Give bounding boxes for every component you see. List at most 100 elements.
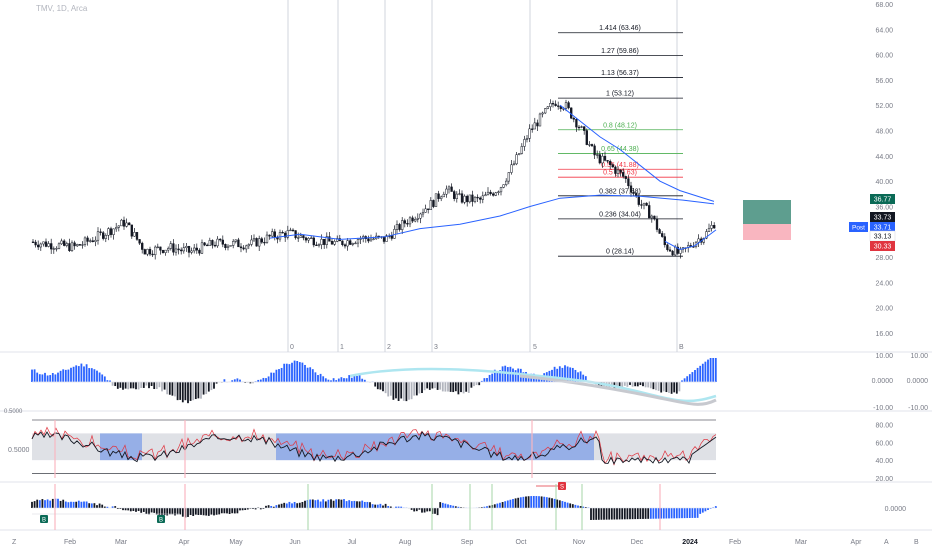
candle-body xyxy=(564,102,568,109)
macd-bar xyxy=(662,382,665,392)
fib-label: 1.27 (59.86) xyxy=(601,48,639,55)
candle-body xyxy=(619,169,622,173)
candle-body xyxy=(572,117,575,120)
macd-bar xyxy=(431,382,434,389)
profit-zone[interactable] xyxy=(743,200,791,224)
candle-body xyxy=(606,160,609,162)
wave-labels: 0 1 2 3 5 B xyxy=(290,344,684,351)
macd-bar xyxy=(514,370,517,382)
macd-bar xyxy=(163,382,166,390)
osc-bar xyxy=(301,501,304,508)
log-scale-button[interactable]: B xyxy=(914,539,919,546)
macd-bar xyxy=(194,382,197,400)
price-badge-label: 33.73 xyxy=(874,215,892,222)
macd-bar xyxy=(262,377,265,382)
candle-body xyxy=(432,200,435,207)
candle-body xyxy=(609,160,612,165)
candle-body xyxy=(297,237,300,239)
candle-body xyxy=(445,188,448,195)
candle-body xyxy=(541,112,544,115)
candle-body xyxy=(317,244,321,246)
candle-body xyxy=(81,244,84,246)
candle-body xyxy=(356,239,360,244)
osc-bar xyxy=(460,507,462,508)
candle-body xyxy=(185,246,188,248)
candle-body xyxy=(515,154,518,165)
time-label: Aug xyxy=(399,539,412,546)
macd-bar xyxy=(44,372,46,382)
osc-bar xyxy=(379,503,382,508)
candle-body xyxy=(442,193,445,198)
candle-body xyxy=(325,236,328,245)
osc-bar xyxy=(176,508,179,515)
osc-bar xyxy=(691,508,694,518)
osc-bar xyxy=(124,508,127,511)
macd-bar xyxy=(439,382,442,390)
macd-bar xyxy=(517,368,520,382)
candle-body xyxy=(172,243,175,253)
fib-label: 0.5 (40.63) xyxy=(603,170,637,177)
price-badge-label: 33.71 xyxy=(874,225,892,232)
osc-bar xyxy=(527,496,530,508)
macd-bar xyxy=(553,366,556,382)
osc-bar xyxy=(608,508,611,520)
fib-retracement[interactable]: 1.414 (63.46) 1.27 (59.86) 1.13 (56.37) 1 (… xyxy=(558,25,683,257)
candle-body xyxy=(463,195,466,203)
macd-bar xyxy=(584,376,587,382)
pane-separators xyxy=(0,351,932,531)
osc-bar xyxy=(551,498,553,508)
osc-bar xyxy=(197,508,200,515)
osc-bar xyxy=(371,504,374,508)
macd-bar xyxy=(402,382,405,401)
osc-bar xyxy=(36,499,39,508)
candle-body xyxy=(471,194,474,202)
candle-body xyxy=(63,240,66,246)
price-badge-label: 33.13 xyxy=(874,234,892,241)
osc-bar xyxy=(207,508,210,516)
candle-body xyxy=(429,200,432,210)
macd-bar xyxy=(270,372,273,382)
candle-body xyxy=(635,193,638,196)
loss-zone[interactable] xyxy=(743,224,791,240)
candle-body xyxy=(424,208,427,213)
macd-bar xyxy=(509,366,512,382)
candle-body xyxy=(34,241,37,246)
macd-bar xyxy=(293,360,296,382)
osc-bar xyxy=(363,501,366,508)
candle-body xyxy=(575,119,578,128)
macd-bar xyxy=(470,382,473,388)
osc-bar xyxy=(389,506,392,508)
macd-bar xyxy=(350,377,353,382)
candle-body xyxy=(596,154,599,156)
macd-bar xyxy=(712,358,715,382)
osc-bar xyxy=(244,508,247,511)
fib-label: 1.13 (56.37) xyxy=(601,70,639,77)
macd-bar xyxy=(181,382,184,403)
macd-bar xyxy=(57,372,59,382)
candle-body xyxy=(713,225,716,229)
osc-bar xyxy=(436,508,439,516)
osc-bar xyxy=(335,499,338,508)
candle-body xyxy=(640,204,643,206)
macd-bar xyxy=(283,363,286,382)
candle-body xyxy=(554,103,557,107)
rsi-pane xyxy=(31,419,717,478)
osc-bar xyxy=(361,500,364,508)
osc-bar xyxy=(340,499,343,508)
fib-label: 0.8 (48.12) xyxy=(603,122,637,129)
macd-bar xyxy=(161,382,163,392)
candle-body xyxy=(271,231,274,237)
osc-bar xyxy=(150,508,153,513)
macd-bar xyxy=(410,382,413,400)
osc-bar xyxy=(239,508,241,511)
osc-bar xyxy=(683,508,686,519)
macd-bar xyxy=(85,364,88,382)
price-badge-label: 30.33 xyxy=(874,244,892,251)
auto-scale-button[interactable]: A xyxy=(884,539,889,546)
osc-bar xyxy=(129,508,132,512)
macd-tick-right: 10.00 xyxy=(910,353,928,360)
osc-bar xyxy=(376,504,379,508)
goto-date-icon[interactable]: Z xyxy=(12,539,17,546)
candle-body xyxy=(117,225,120,228)
